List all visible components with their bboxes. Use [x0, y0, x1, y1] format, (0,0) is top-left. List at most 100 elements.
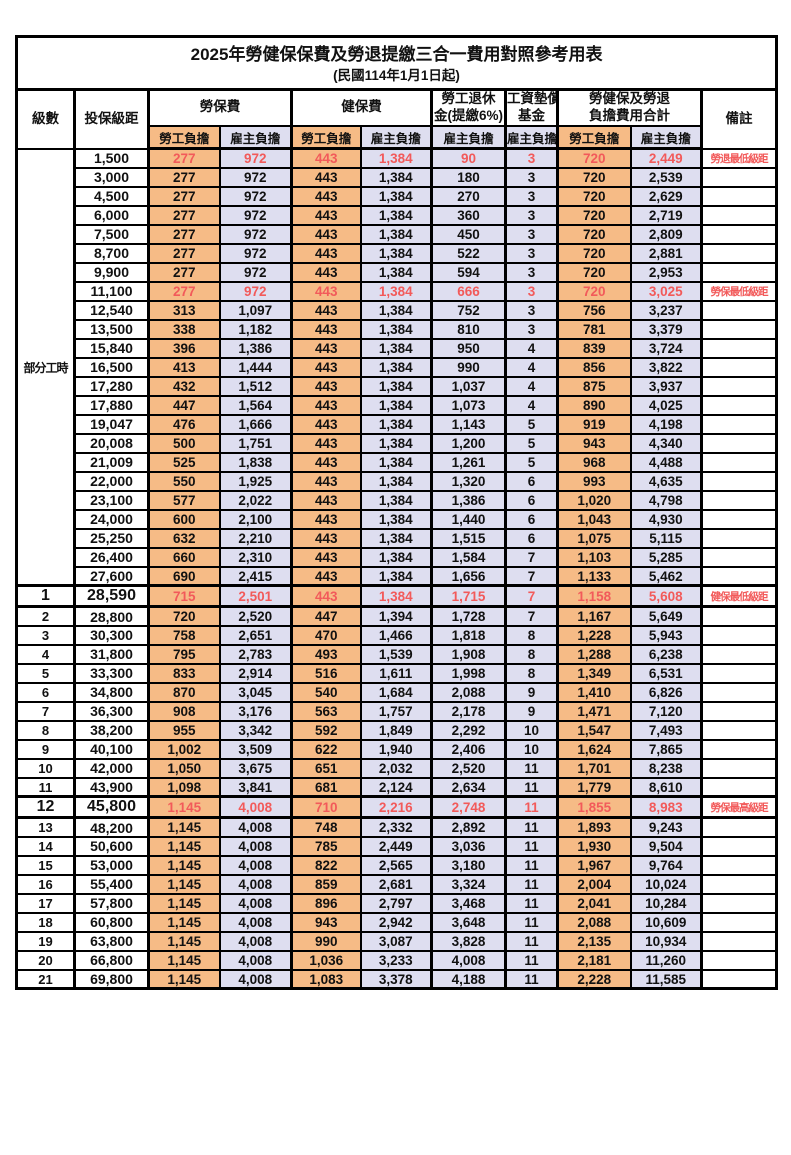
- bracket-cell: 63,800: [73, 930, 150, 952]
- total-employee-cell: 1,624: [556, 738, 632, 760]
- wage-fund-employer-cell: 11: [504, 816, 559, 838]
- health-employee-cell: 443: [290, 413, 362, 435]
- col-header-level: 級數: [15, 88, 76, 150]
- table-row: 21,009 525 1,838 443 1,384 1,261 5 968 4,488: [17, 451, 778, 473]
- table-row: 7 36,300 908 3,176 563 1,757 2,178 9 1,471 7,120: [15, 700, 778, 722]
- health-employee-cell: 540: [290, 681, 362, 703]
- remark-cell: [699, 204, 778, 226]
- wage-fund-employer-cell: 5: [504, 413, 559, 435]
- health-employer-cell: 1,384: [359, 261, 433, 283]
- bracket-cell: 17,880: [73, 394, 150, 416]
- labor-employer-cell: 1,564: [218, 394, 293, 416]
- pension-employer-cell: 666: [430, 280, 507, 302]
- labor-employee-cell: 1,145: [147, 892, 221, 914]
- total-employee-cell: 1,701: [556, 757, 632, 779]
- col-group-labor-insurance: 勞保費: [147, 88, 293, 127]
- health-employee-cell: 443: [290, 489, 362, 511]
- total-employer-cell: 4,635: [629, 470, 703, 492]
- subheader-labor-employer: 雇主負擔: [218, 124, 293, 151]
- level-cell: 12: [15, 795, 76, 819]
- remark-cell: [699, 565, 778, 587]
- total-employer-cell: 5,115: [629, 527, 703, 549]
- total-employer-cell: 9,504: [629, 835, 703, 857]
- remark-cell: [699, 757, 778, 779]
- labor-employer-cell: 2,520: [218, 605, 293, 627]
- total-employee-cell: 943: [556, 432, 632, 454]
- total-employer-cell: 2,881: [629, 242, 703, 264]
- labor-employee-cell: 396: [147, 337, 221, 359]
- pension-employer-cell: 1,073: [430, 394, 507, 416]
- bracket-cell: 60,800: [73, 911, 150, 933]
- level-cell: 6: [15, 681, 76, 703]
- wage-fund-employer-cell: 4: [504, 375, 559, 397]
- remark-cell: [699, 662, 778, 684]
- subheader-total-employer: 雇主負擔: [629, 124, 703, 151]
- table-row: 1 28,590 715 2,501 443 1,384 1,715 7 1,158 5,608 健…: [15, 584, 778, 608]
- labor-employer-cell: 972: [218, 261, 293, 283]
- pension-employer-cell: 1,656: [430, 565, 507, 587]
- health-employer-cell: 1,684: [359, 681, 433, 703]
- health-employer-cell: 1,384: [359, 223, 433, 245]
- bracket-cell: 25,250: [73, 527, 150, 549]
- labor-employee-cell: 1,145: [147, 930, 221, 952]
- pension-employer-cell: 522: [430, 242, 507, 264]
- remark-cell: [699, 624, 778, 646]
- pension-employer-cell: 2,520: [430, 757, 507, 779]
- health-employee-cell: 1,083: [290, 968, 362, 990]
- remark-cell: [699, 892, 778, 914]
- pension-employer-cell: 2,178: [430, 700, 507, 722]
- labor-employee-cell: 715: [147, 584, 221, 608]
- total-employee-cell: 2,004: [556, 873, 632, 895]
- health-employee-cell: 443: [290, 166, 362, 188]
- health-employee-cell: 443: [290, 508, 362, 530]
- health-employee-cell: 822: [290, 854, 362, 876]
- total-label-line1: 勞健保及勞退: [589, 91, 670, 106]
- health-employer-cell: 3,378: [359, 968, 433, 990]
- labor-employee-cell: 1,145: [147, 816, 221, 838]
- bracket-cell: 28,800: [73, 605, 150, 627]
- total-employee-cell: 2,041: [556, 892, 632, 914]
- bracket-cell: 38,200: [73, 719, 150, 741]
- labor-employee-cell: 660: [147, 546, 221, 568]
- bracket-cell: 50,600: [73, 835, 150, 857]
- health-employee-cell: 443: [290, 223, 362, 245]
- health-employee-cell: 563: [290, 700, 362, 722]
- health-employer-cell: 2,332: [359, 816, 433, 838]
- level-group-part-time: 部分工時: [15, 147, 76, 587]
- health-employer-cell: 1,384: [359, 584, 433, 608]
- level-cell: 2: [15, 605, 76, 627]
- bracket-cell: 30,300: [73, 624, 150, 646]
- table-row: 8 38,200 955 3,342 592 1,849 2,292 10 1,547 7,493: [15, 719, 778, 741]
- total-employer-cell: 4,025: [629, 394, 703, 416]
- remark-cell: [699, 489, 778, 511]
- labor-employee-cell: 476: [147, 413, 221, 435]
- total-employee-cell: 1,075: [556, 527, 632, 549]
- health-employee-cell: 710: [290, 795, 362, 819]
- level-cell: 5: [15, 662, 76, 684]
- table-row: 17,280 432 1,512 443 1,384 1,037 4 875 3,937: [17, 375, 778, 397]
- remark-cell: 健保最低級距: [699, 584, 778, 608]
- total-employer-cell: 2,719: [629, 204, 703, 226]
- level-cell: 8: [15, 719, 76, 741]
- labor-employer-cell: 3,176: [218, 700, 293, 722]
- remark-cell: [699, 949, 778, 971]
- total-employer-cell: 7,865: [629, 738, 703, 760]
- table-row: 21 69,800 1,145 4,008 1,083 3,378 4,188 11 2,228…: [15, 968, 778, 990]
- health-employer-cell: 1,466: [359, 624, 433, 646]
- health-employee-cell: 681: [290, 776, 362, 798]
- labor-employer-cell: 2,651: [218, 624, 293, 646]
- wage-fund-employer-cell: 5: [504, 432, 559, 454]
- table-row: 13 48,200 1,145 4,008 748 2,332 2,892 11 1,893 9,…: [15, 816, 778, 838]
- health-employee-cell: 443: [290, 242, 362, 264]
- bracket-cell: 11,100: [73, 280, 150, 302]
- labor-employer-cell: 972: [218, 280, 293, 302]
- bracket-cell: 57,800: [73, 892, 150, 914]
- wage-fund-employer-cell: 11: [504, 930, 559, 952]
- health-employee-cell: 470: [290, 624, 362, 646]
- wage-fund-employer-cell: 3: [504, 185, 559, 207]
- remark-cell: [699, 527, 778, 549]
- total-employee-cell: 1,893: [556, 816, 632, 838]
- health-employer-cell: 1,940: [359, 738, 433, 760]
- bracket-cell: 23,100: [73, 489, 150, 511]
- wage-fund-employer-cell: 7: [504, 565, 559, 587]
